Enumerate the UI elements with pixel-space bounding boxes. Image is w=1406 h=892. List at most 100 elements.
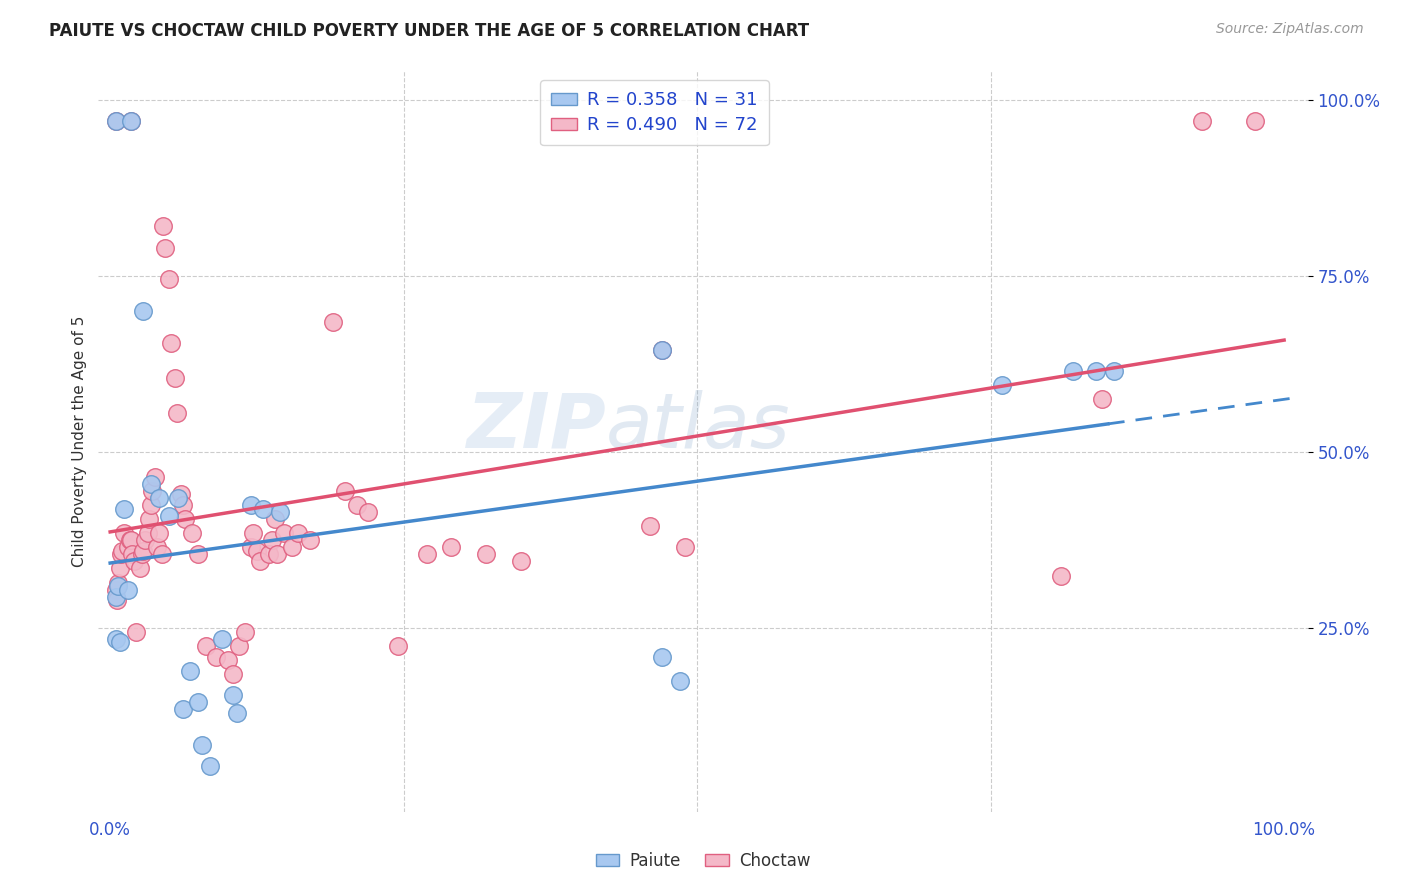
Point xyxy=(269,505,291,519)
Point xyxy=(651,649,673,664)
Point xyxy=(132,544,155,558)
Point xyxy=(108,635,131,649)
Point xyxy=(1243,113,1265,128)
Point xyxy=(167,491,190,505)
Point xyxy=(204,649,226,664)
Point xyxy=(475,547,498,561)
Point xyxy=(141,498,163,512)
Point xyxy=(150,547,173,561)
Point xyxy=(107,579,129,593)
Point xyxy=(152,219,174,234)
Point xyxy=(651,343,673,357)
Point xyxy=(257,547,280,561)
Point xyxy=(157,508,180,523)
Point xyxy=(233,624,256,639)
Point xyxy=(357,505,380,519)
Point xyxy=(125,624,148,639)
Point xyxy=(112,501,135,516)
Point xyxy=(287,526,309,541)
Point xyxy=(120,113,142,128)
Point xyxy=(266,547,288,561)
Point xyxy=(155,241,177,255)
Point xyxy=(187,695,209,709)
Point xyxy=(222,667,245,681)
Point xyxy=(108,561,131,575)
Point xyxy=(148,526,170,541)
Point xyxy=(1102,364,1125,378)
Point xyxy=(138,512,160,526)
Text: PAIUTE VS CHOCTAW CHILD POVERTY UNDER THE AGE OF 5 CORRELATION CHART: PAIUTE VS CHOCTAW CHILD POVERTY UNDER TH… xyxy=(49,22,810,40)
Text: ZIP: ZIP xyxy=(467,390,606,464)
Point xyxy=(991,378,1014,392)
Point xyxy=(387,639,409,653)
Point xyxy=(263,512,285,526)
Point xyxy=(169,487,191,501)
Text: atlas: atlas xyxy=(606,390,790,464)
Point xyxy=(117,541,139,555)
Legend: Paiute, Choctaw: Paiute, Choctaw xyxy=(589,845,817,877)
Point xyxy=(141,483,163,498)
Point xyxy=(120,533,142,548)
Point xyxy=(179,664,201,678)
Point xyxy=(134,533,156,548)
Point xyxy=(105,590,128,604)
Point xyxy=(120,533,142,548)
Point xyxy=(262,533,284,548)
Point xyxy=(160,335,183,350)
Point xyxy=(242,526,264,541)
Point xyxy=(121,547,143,561)
Point xyxy=(120,113,142,128)
Point xyxy=(1091,392,1114,407)
Point xyxy=(136,526,159,541)
Point xyxy=(346,498,368,512)
Point xyxy=(1191,113,1213,128)
Point xyxy=(148,491,170,505)
Point xyxy=(246,544,269,558)
Point xyxy=(166,406,188,420)
Point xyxy=(172,702,194,716)
Point xyxy=(322,315,344,329)
Text: Source: ZipAtlas.com: Source: ZipAtlas.com xyxy=(1216,22,1364,37)
Point xyxy=(673,541,696,555)
Point xyxy=(195,639,218,653)
Point xyxy=(117,582,139,597)
Point xyxy=(132,304,155,318)
Point xyxy=(228,639,250,653)
Point xyxy=(172,498,194,512)
Y-axis label: Child Poverty Under the Age of 5: Child Poverty Under the Age of 5 xyxy=(72,316,87,567)
Point xyxy=(122,554,145,568)
Point xyxy=(174,512,197,526)
Point xyxy=(1062,364,1084,378)
Point xyxy=(217,653,239,667)
Point xyxy=(110,547,132,561)
Point xyxy=(105,113,128,128)
Point xyxy=(240,498,263,512)
Point xyxy=(107,575,129,590)
Point xyxy=(668,674,690,689)
Point xyxy=(163,371,186,385)
Point xyxy=(249,554,271,568)
Point xyxy=(439,541,461,555)
Point xyxy=(638,519,661,533)
Point xyxy=(281,541,304,555)
Point xyxy=(181,526,204,541)
Point xyxy=(226,706,249,720)
Point xyxy=(416,547,439,561)
Legend: R = 0.358   N = 31, R = 0.490   N = 72: R = 0.358 N = 31, R = 0.490 N = 72 xyxy=(540,80,769,145)
Point xyxy=(211,632,233,646)
Point xyxy=(222,689,245,703)
Point xyxy=(128,561,150,575)
Point xyxy=(252,501,274,516)
Point xyxy=(273,526,295,541)
Point xyxy=(141,476,163,491)
Point xyxy=(333,483,356,498)
Point xyxy=(157,272,180,286)
Point xyxy=(510,554,533,568)
Point xyxy=(105,113,128,128)
Point xyxy=(1050,568,1073,582)
Point xyxy=(146,541,169,555)
Point xyxy=(187,547,209,561)
Point xyxy=(143,470,166,484)
Point xyxy=(1085,364,1108,378)
Point xyxy=(105,593,128,607)
